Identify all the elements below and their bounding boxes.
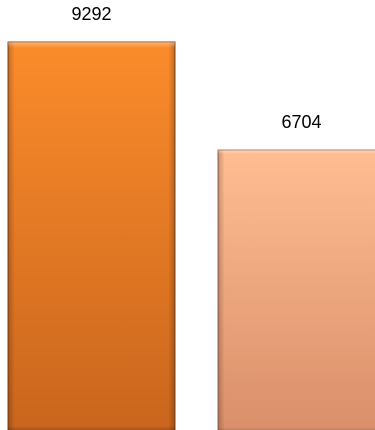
data-label-1: 9292: [71, 4, 111, 24]
bar-group-1: 9292: [7, 4, 176, 430]
plot-area: 9292 6704: [7, 4, 375, 430]
bar-group-2: 6704: [217, 112, 375, 430]
bar-2-top-highlight: [218, 150, 375, 430]
bar-1-top-highlight: [8, 42, 175, 430]
data-label-2: 6704: [281, 112, 321, 132]
